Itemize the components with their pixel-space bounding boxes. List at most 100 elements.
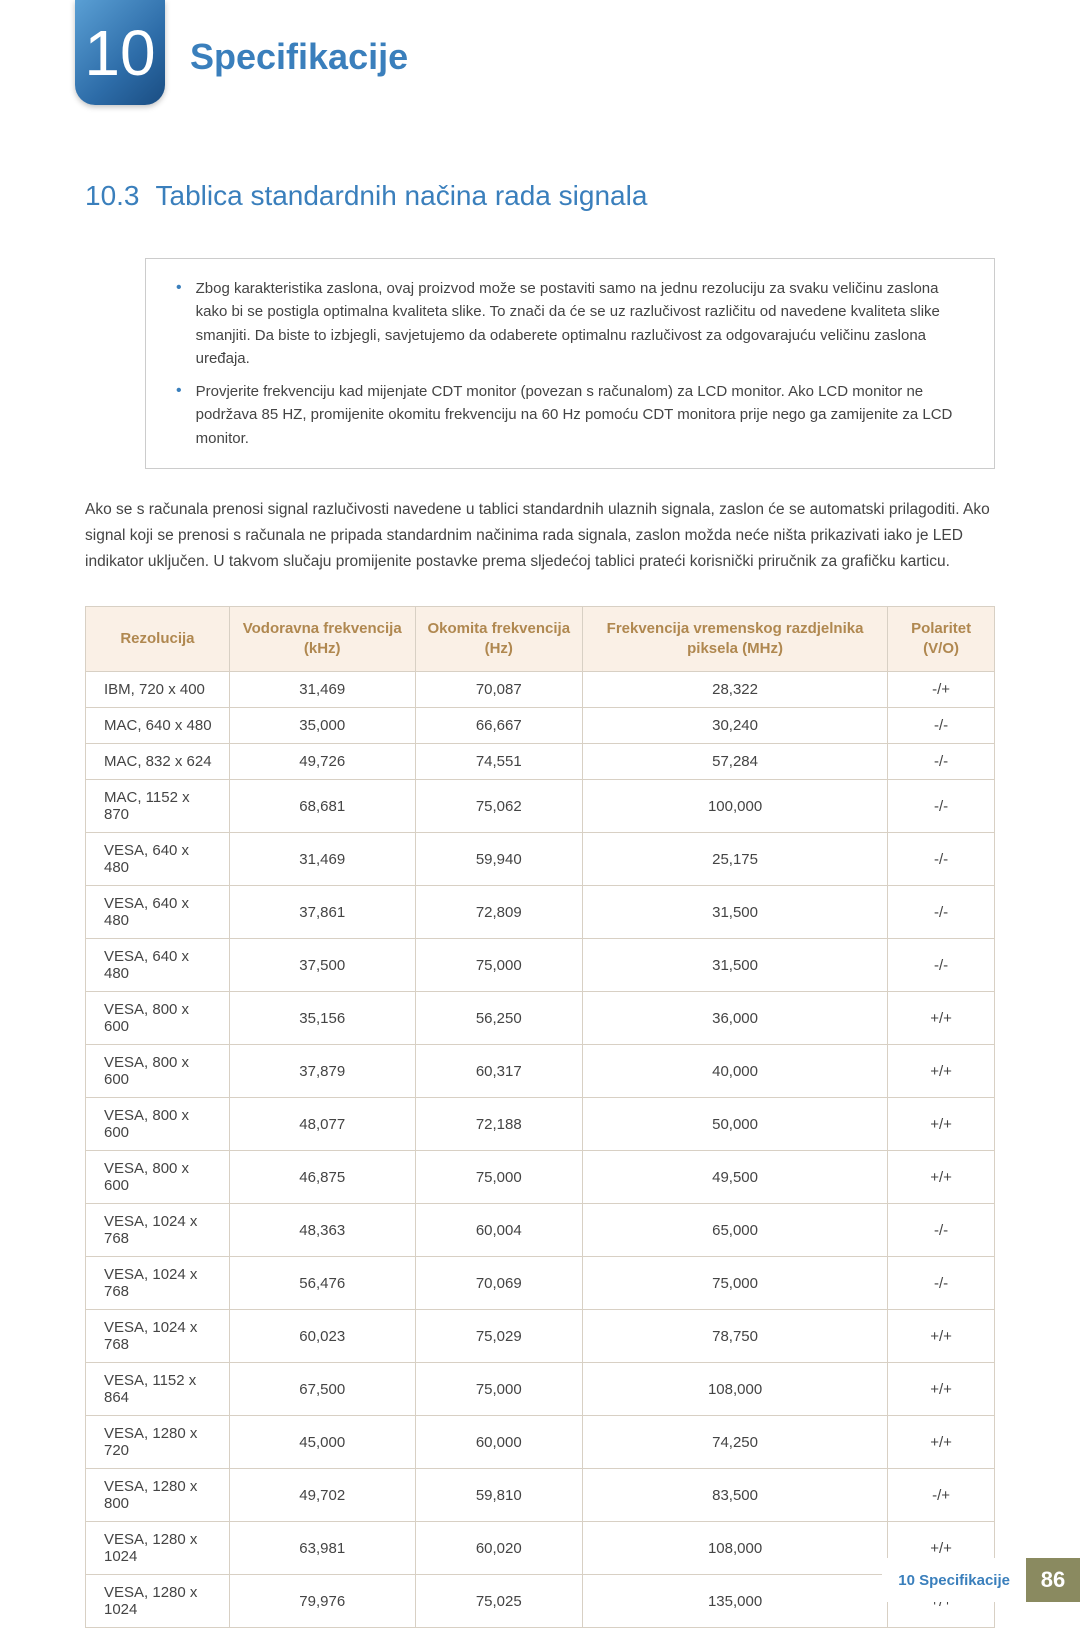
table-row: VESA, 1280 x 72045,00060,00074,250+/+ — [86, 1416, 995, 1469]
section-title: Tablica standardnih načina rada signala — [156, 180, 648, 211]
table-cell: VESA, 800 x 600 — [86, 992, 230, 1045]
table-cell: VESA, 640 x 480 — [86, 886, 230, 939]
table-cell: 30,240 — [582, 708, 887, 744]
page-content: 10.3 Tablica standardnih načina rada sign… — [0, 110, 1080, 1628]
table-cell: 28,322 — [582, 672, 887, 708]
page-header: 10 Specifikacije — [0, 0, 1080, 110]
table-cell: VESA, 1024 x 768 — [86, 1257, 230, 1310]
table-row: VESA, 800 x 60035,15656,25036,000+/+ — [86, 992, 995, 1045]
note-box: • Zbog karakteristika zaslona, ovaj proi… — [145, 258, 995, 469]
table-cell: 63,981 — [229, 1522, 415, 1575]
table-cell: 65,000 — [582, 1204, 887, 1257]
table-cell: 75,029 — [415, 1310, 582, 1363]
table-cell: 74,551 — [415, 744, 582, 780]
table-cell: 60,317 — [415, 1045, 582, 1098]
table-cell: 37,861 — [229, 886, 415, 939]
table-row: VESA, 1280 x 102463,98160,020108,000+/+ — [86, 1522, 995, 1575]
table-cell: 60,000 — [415, 1416, 582, 1469]
table-cell: -/+ — [888, 1469, 995, 1522]
table-cell: 36,000 — [582, 992, 887, 1045]
chapter-number: 10 — [84, 16, 155, 90]
table-cell: 75,025 — [415, 1575, 582, 1628]
col-header-resolution: Rezolucija — [86, 606, 230, 672]
table-cell: 57,284 — [582, 744, 887, 780]
table-cell: +/+ — [888, 1416, 995, 1469]
table-cell: -/- — [888, 1257, 995, 1310]
table-cell: +/+ — [888, 1045, 995, 1098]
table-cell: 35,156 — [229, 992, 415, 1045]
table-cell: +/+ — [888, 1310, 995, 1363]
table-cell: 100,000 — [582, 780, 887, 833]
table-cell: 70,087 — [415, 672, 582, 708]
bullet-dot-icon: • — [176, 380, 182, 450]
table-cell: -/- — [888, 780, 995, 833]
table-cell: 75,000 — [582, 1257, 887, 1310]
table-cell: VESA, 800 x 600 — [86, 1045, 230, 1098]
table-cell: VESA, 1280 x 1024 — [86, 1575, 230, 1628]
table-cell: 72,809 — [415, 886, 582, 939]
table-row: VESA, 800 x 60037,87960,31740,000+/+ — [86, 1045, 995, 1098]
table-row: VESA, 1280 x 80049,70259,81083,500-/+ — [86, 1469, 995, 1522]
table-cell: 48,363 — [229, 1204, 415, 1257]
table-cell: MAC, 1152 x 870 — [86, 780, 230, 833]
table-row: VESA, 1024 x 76860,02375,02978,750+/+ — [86, 1310, 995, 1363]
table-cell: 31,469 — [229, 833, 415, 886]
table-cell: 35,000 — [229, 708, 415, 744]
table-row: MAC, 1152 x 87068,68175,062100,000-/- — [86, 780, 995, 833]
table-cell: 75,000 — [415, 1363, 582, 1416]
table-header-row: Rezolucija Vodoravna frekvencija (kHz) O… — [86, 606, 995, 672]
table-cell: IBM, 720 x 400 — [86, 672, 230, 708]
table-cell: 75,062 — [415, 780, 582, 833]
table-cell: 31,469 — [229, 672, 415, 708]
table-cell: 78,750 — [582, 1310, 887, 1363]
section-number: 10.3 — [85, 180, 140, 211]
table-cell: 40,000 — [582, 1045, 887, 1098]
table-cell: -/+ — [888, 672, 995, 708]
table-row: VESA, 640 x 48037,86172,80931,500-/- — [86, 886, 995, 939]
bullet-text: Zbog karakteristika zaslona, ovaj proizv… — [196, 277, 972, 370]
table-cell: 45,000 — [229, 1416, 415, 1469]
col-header-vfreq: Okomita frekvencija (Hz) — [415, 606, 582, 672]
table-row: VESA, 1024 x 76848,36360,00465,000-/- — [86, 1204, 995, 1257]
table-row: VESA, 1280 x 102479,97675,025135,000+/+ — [86, 1575, 995, 1628]
table-row: VESA, 1024 x 76856,47670,06975,000-/- — [86, 1257, 995, 1310]
table-row: VESA, 640 x 48031,46959,94025,175-/- — [86, 833, 995, 886]
table-row: VESA, 800 x 60048,07772,18850,000+/+ — [86, 1098, 995, 1151]
table-cell: +/+ — [888, 992, 995, 1045]
table-cell: VESA, 800 x 600 — [86, 1151, 230, 1204]
table-cell: -/- — [888, 939, 995, 992]
table-cell: 75,000 — [415, 939, 582, 992]
table-cell: VESA, 1280 x 720 — [86, 1416, 230, 1469]
table-cell: 48,077 — [229, 1098, 415, 1151]
table-cell: 49,500 — [582, 1151, 887, 1204]
table-cell: 60,020 — [415, 1522, 582, 1575]
bullet-text: Provjerite frekvenciju kad mijenjate CDT… — [196, 380, 972, 450]
table-cell: 108,000 — [582, 1522, 887, 1575]
table-cell: VESA, 1024 x 768 — [86, 1204, 230, 1257]
table-cell: 135,000 — [582, 1575, 887, 1628]
table-cell: 72,188 — [415, 1098, 582, 1151]
chapter-title: Specifikacije — [190, 36, 408, 78]
table-cell: 83,500 — [582, 1469, 887, 1522]
table-cell: VESA, 1280 x 800 — [86, 1469, 230, 1522]
table-cell: 74,250 — [582, 1416, 887, 1469]
table-cell: 25,175 — [582, 833, 887, 886]
table-cell: 70,069 — [415, 1257, 582, 1310]
table-cell: 31,500 — [582, 886, 887, 939]
table-cell: VESA, 1024 x 768 — [86, 1310, 230, 1363]
chapter-number-tab: 10 — [75, 0, 165, 105]
table-cell: 50,000 — [582, 1098, 887, 1151]
footer-page-number: 86 — [1026, 1558, 1080, 1602]
table-cell: 60,023 — [229, 1310, 415, 1363]
table-cell: +/+ — [888, 1098, 995, 1151]
table-cell: -/- — [888, 1204, 995, 1257]
table-row: IBM, 720 x 40031,46970,08728,322-/+ — [86, 672, 995, 708]
table-cell: 56,250 — [415, 992, 582, 1045]
table-cell: -/- — [888, 886, 995, 939]
table-cell: 108,000 — [582, 1363, 887, 1416]
table-cell: VESA, 1280 x 1024 — [86, 1522, 230, 1575]
page-footer: 10 Specifikacije 86 — [882, 1558, 1080, 1602]
table-cell: 31,500 — [582, 939, 887, 992]
table-row: VESA, 800 x 60046,87575,00049,500+/+ — [86, 1151, 995, 1204]
footer-chapter-label: 10 Specifikacije — [882, 1558, 1026, 1602]
